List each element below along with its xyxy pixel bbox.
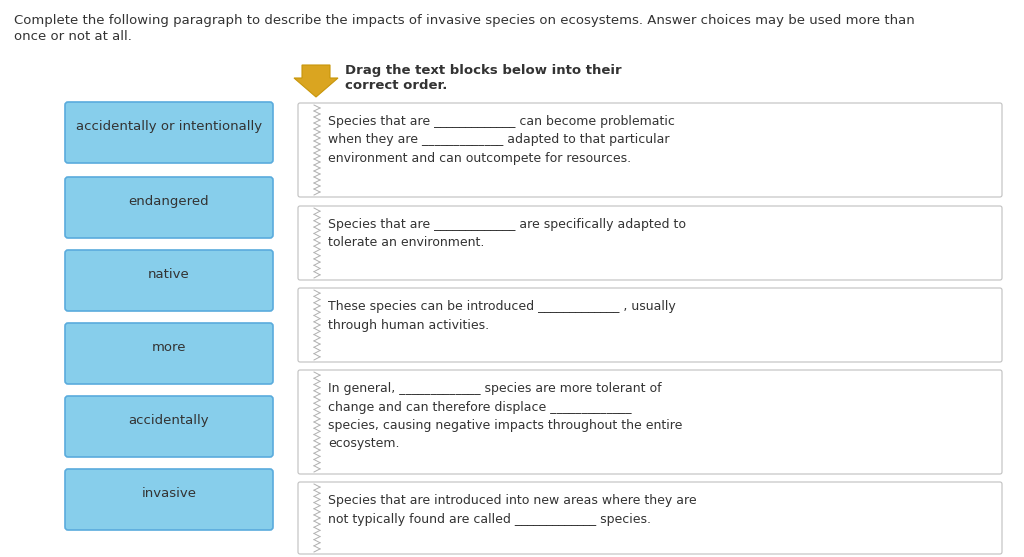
- Text: once or not at all.: once or not at all.: [14, 30, 132, 43]
- Text: invasive: invasive: [141, 487, 197, 500]
- Text: In general, _____________ species are more tolerant of
change and can therefore : In general, _____________ species are mo…: [328, 382, 682, 451]
- Text: Drag the text blocks below into their: Drag the text blocks below into their: [345, 64, 622, 77]
- Text: Species that are _____________ can become problematic
when they are ____________: Species that are _____________ can becom…: [328, 115, 675, 165]
- FancyBboxPatch shape: [298, 103, 1002, 197]
- Text: accidentally: accidentally: [129, 414, 209, 427]
- FancyBboxPatch shape: [298, 206, 1002, 280]
- Text: correct order.: correct order.: [345, 79, 447, 92]
- Text: Species that are introduced into new areas where they are
not typically found ar: Species that are introduced into new are…: [328, 494, 696, 525]
- FancyBboxPatch shape: [65, 469, 273, 530]
- FancyBboxPatch shape: [65, 250, 273, 311]
- FancyBboxPatch shape: [298, 482, 1002, 554]
- FancyBboxPatch shape: [65, 396, 273, 457]
- Text: more: more: [152, 341, 186, 354]
- Text: native: native: [148, 268, 189, 281]
- Text: Complete the following paragraph to describe the impacts of invasive species on : Complete the following paragraph to desc…: [14, 14, 914, 27]
- Text: Species that are _____________ are specifically adapted to
tolerate an environme: Species that are _____________ are speci…: [328, 218, 686, 250]
- FancyBboxPatch shape: [298, 370, 1002, 474]
- FancyBboxPatch shape: [65, 323, 273, 384]
- Text: These species can be introduced _____________ , usually
through human activities: These species can be introduced ________…: [328, 300, 676, 331]
- Text: accidentally or intentionally: accidentally or intentionally: [76, 120, 262, 133]
- FancyBboxPatch shape: [298, 288, 1002, 362]
- FancyBboxPatch shape: [65, 102, 273, 163]
- Polygon shape: [294, 65, 338, 97]
- FancyBboxPatch shape: [65, 177, 273, 238]
- Text: endangered: endangered: [129, 195, 209, 208]
